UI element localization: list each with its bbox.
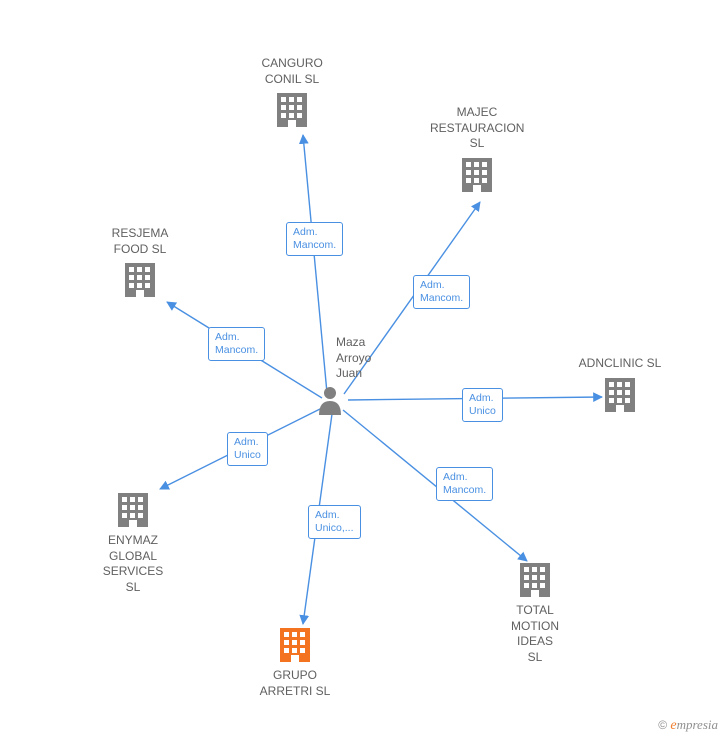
footer-attribution: © empresia: [658, 717, 718, 734]
building-icon: [603, 376, 637, 414]
company-label: GRUPOARRETRI SL: [260, 668, 331, 699]
company-node: CANGUROCONIL SL: [262, 56, 323, 129]
building-icon: [460, 156, 494, 194]
edge-label: Adm.Mancom.: [436, 467, 493, 501]
diagram-canvas: CANGUROCONIL SL MAJECRESTAURACIONSL RESJ…: [0, 0, 728, 740]
company-label: ADNCLINIC SL: [579, 356, 662, 372]
edge-label: Adm.Unico: [462, 388, 503, 422]
company-node: TOTALMOTIONIDEAS SL: [508, 561, 562, 665]
center-node: [317, 385, 343, 420]
copyright-symbol: ©: [658, 718, 667, 732]
brand-rest: mpresia: [677, 717, 718, 732]
company-label: ENYMAZGLOBALSERVICES SL: [94, 533, 172, 595]
center-node-label: MazaArroyoJuan: [336, 335, 371, 382]
edge-label: Adm.Mancom.: [286, 222, 343, 256]
company-label: TOTALMOTIONIDEAS SL: [508, 603, 562, 665]
company-node: ADNCLINIC SL: [579, 356, 662, 414]
building-icon: [275, 91, 309, 129]
company-node: GRUPOARRETRI SL: [260, 626, 331, 699]
building-icon: [123, 261, 157, 299]
company-label: RESJEMAFOOD SL: [112, 226, 169, 257]
building-icon: [116, 491, 150, 529]
edge-label: Adm.Mancom.: [413, 275, 470, 309]
building-icon: [518, 561, 552, 599]
company-label: MAJECRESTAURACIONSL: [430, 105, 524, 152]
edge-label: Adm.Unico,...: [308, 505, 361, 539]
company-label: CANGUROCONIL SL: [262, 56, 323, 87]
edge-line: [303, 135, 327, 393]
company-node: MAJECRESTAURACIONSL: [430, 105, 524, 194]
edge-label: Adm.Unico: [227, 432, 268, 466]
company-node: ENYMAZGLOBALSERVICES SL: [94, 491, 172, 595]
company-node: RESJEMAFOOD SL: [112, 226, 169, 299]
edge-line: [343, 410, 527, 561]
edge-label: Adm.Mancom.: [208, 327, 265, 361]
person-icon: [317, 385, 343, 415]
building-icon: [278, 626, 312, 664]
